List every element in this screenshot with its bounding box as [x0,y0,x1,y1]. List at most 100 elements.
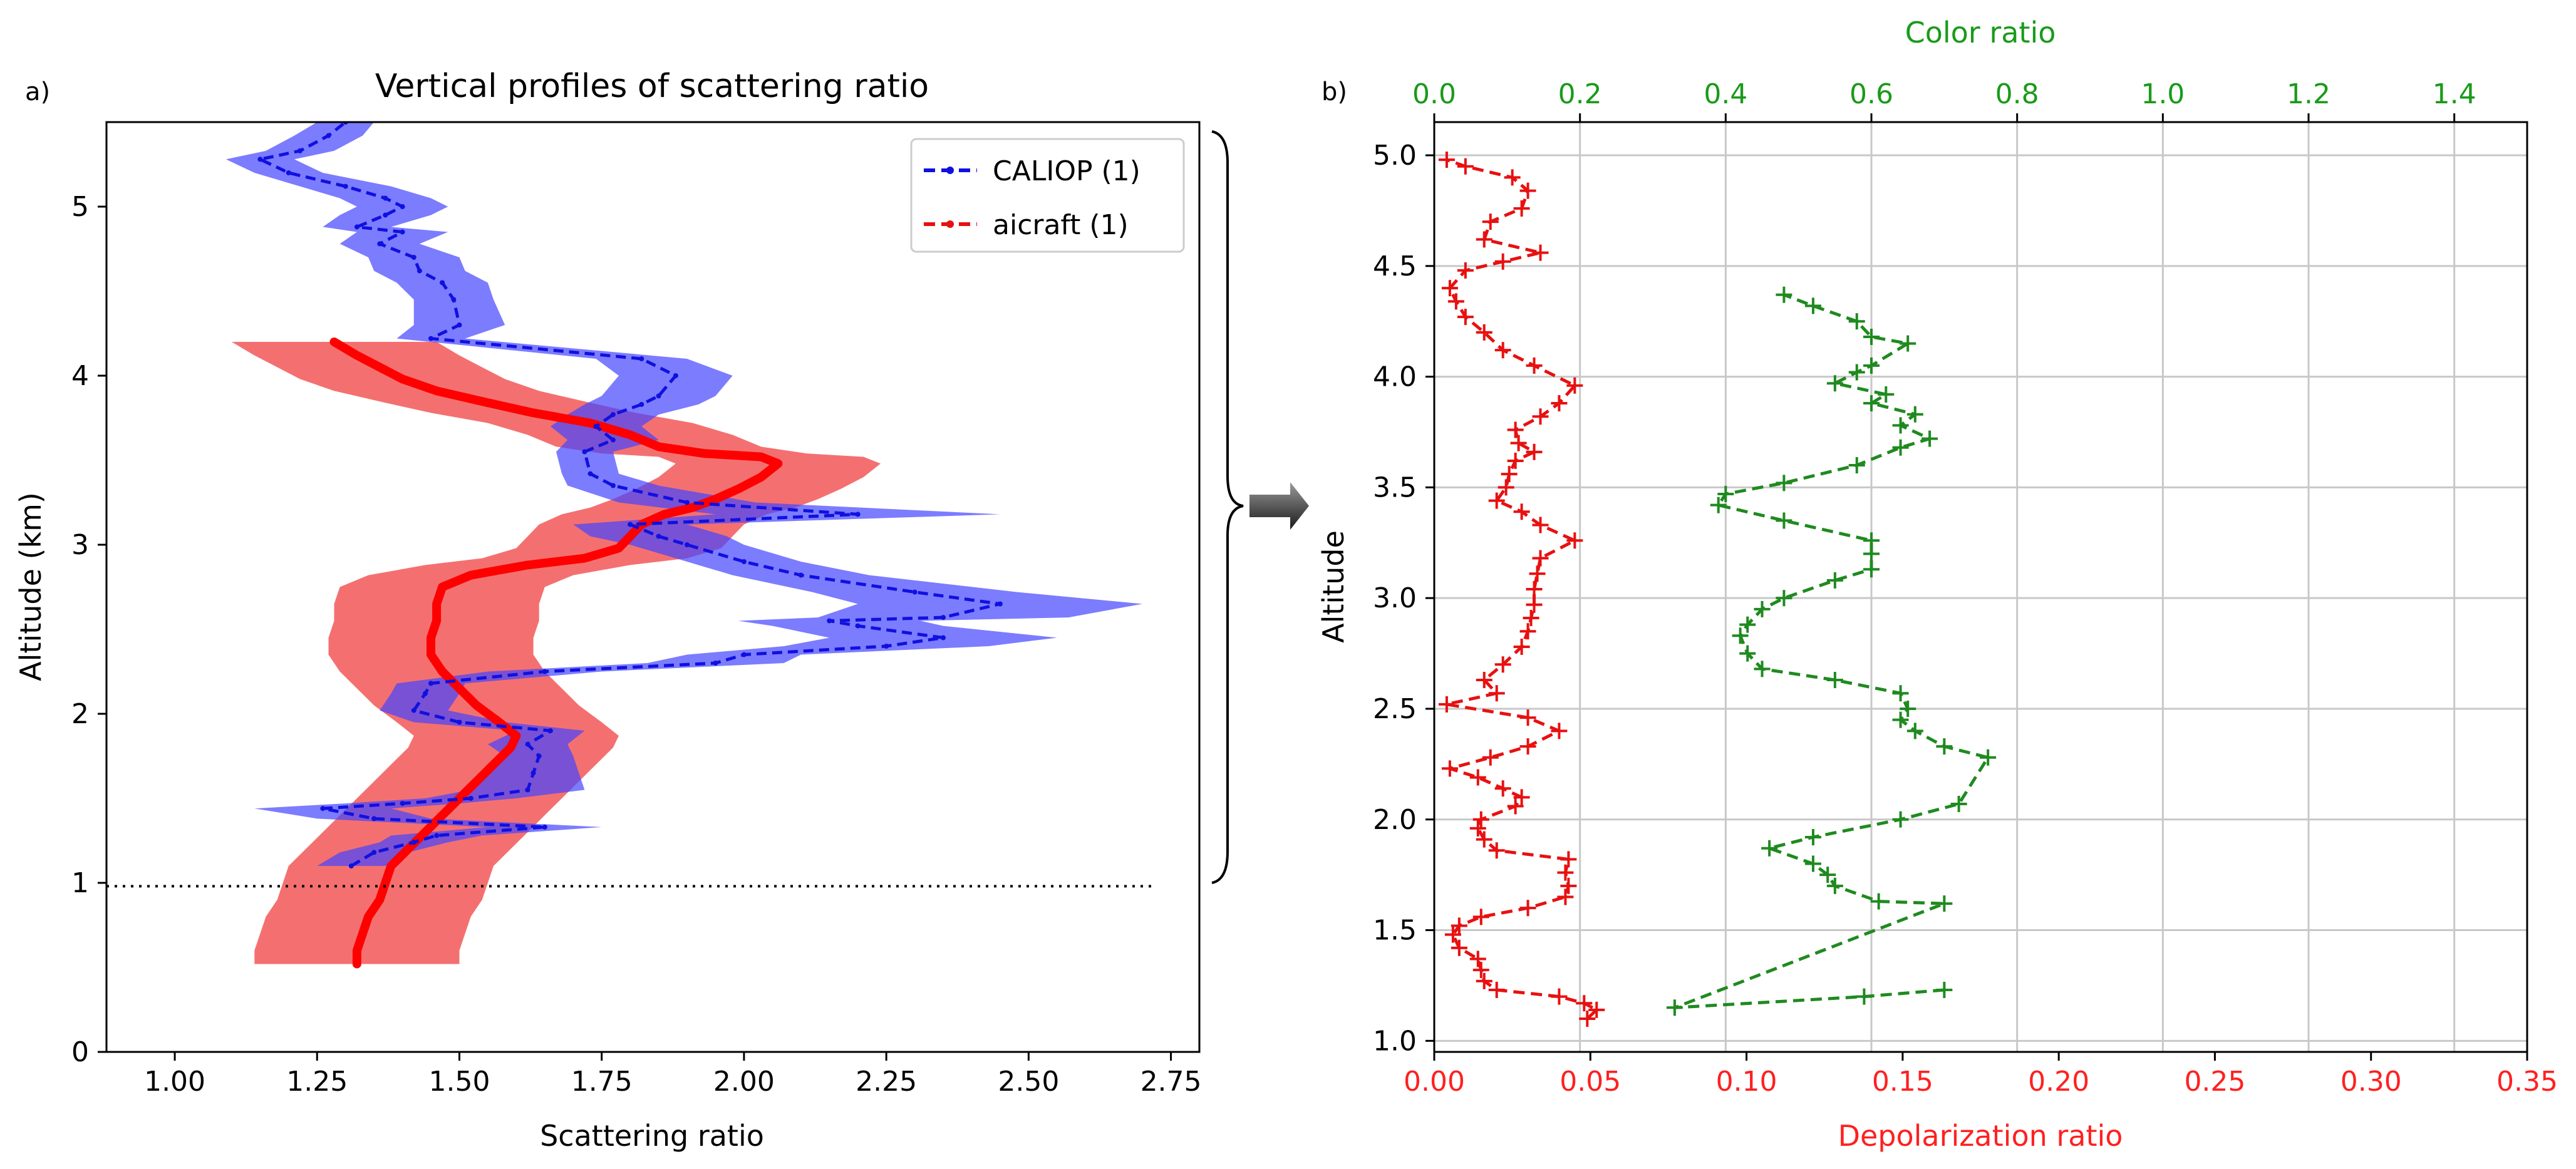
caliop-point [326,133,331,138]
panel-b-label: b) [1322,78,1347,106]
caliop-point [383,212,388,218]
depolarization-point [1507,798,1524,815]
color-ratio-point [1848,313,1865,330]
color-ratio-point [1936,895,1953,912]
depolarization-point [1560,877,1577,894]
depolarization-point [1488,982,1505,998]
depolarization-point [1507,421,1524,438]
b-xtick-label: 0.15 [1872,1066,1933,1098]
b-x2tick-label: 0.0 [1412,78,1456,110]
caliop-point [656,533,661,539]
depolarization-point [1457,262,1474,279]
caliop-point [798,572,804,578]
caliop-point [673,373,678,378]
color-ratio-point [1717,486,1734,502]
b-ytick-label: 4.0 [1373,361,1417,393]
caliop-point [457,719,462,725]
depolarization-point [1566,532,1583,549]
depolarization-point [1469,950,1486,967]
a-xtick-label: 1.00 [144,1066,205,1098]
caliop-point [997,601,1003,607]
caliop-point [257,157,263,162]
caliop-point [741,652,747,657]
color-ratio-point [1900,700,1916,717]
color-ratio-point [1776,512,1792,529]
depolarization-point [1519,182,1536,199]
color-ratio-point [1892,811,1909,828]
color-ratio-point [1936,982,1953,998]
panel-b: b) 0.00 0.05 0.10 0.15 0.20 0.25 0.30 0.35 0.0 0… [1316,16,2558,1153]
caliop-point [593,424,599,429]
caliop-point [400,801,405,806]
color-ratio-point [1892,711,1909,728]
caliop-point [343,183,348,189]
depolarization-point [1494,780,1511,797]
b-ytick-label: 1.5 [1373,915,1417,947]
caliop-point [639,401,644,407]
caliop-point [536,753,542,759]
b-ytick-label: 2.5 [1373,693,1417,725]
caliop-point [542,824,547,830]
depolarization-point [1457,309,1474,326]
color-ratio-point [1710,497,1727,513]
caliop-point [827,618,832,624]
color-ratio-point [1863,395,1880,412]
caliop-point [468,796,473,801]
legend-caliop-marker [946,167,954,174]
caliop-point [423,691,428,696]
depolarization-point [1494,253,1511,270]
depolarization-point [1532,244,1549,261]
caliop-point [354,224,360,230]
b-xtick-label: 0.30 [2341,1066,2402,1098]
caliop-point [941,635,946,641]
color-ratio-point [1878,386,1895,403]
color-ratio-point [1776,590,1792,607]
depolarization-point [1523,610,1539,626]
legend-box [910,138,1185,253]
b-x2tick-label: 0.6 [1849,78,1893,110]
depolarization-point [1476,231,1492,248]
legend-caliop-label: CALIOP (1) [993,155,1141,187]
color-ratio-point [1776,475,1792,492]
arrow-icon [1249,482,1309,530]
caliop-point [428,681,433,686]
b-x2tick-label: 0.2 [1558,78,1602,110]
depolarization-point [1519,623,1536,640]
caliop-point [587,471,593,476]
color-ratio-line [1673,293,1990,1009]
caliop-point [428,336,433,341]
color-ratio-point [1732,627,1749,644]
caliop-point [371,850,377,855]
depolarization-point [1482,214,1499,230]
depolarization-point [1441,280,1458,297]
depolarization-point [1494,656,1511,673]
depolarization-point [1513,789,1530,806]
depolarization-point [1472,909,1489,925]
depolarization-point [1444,926,1461,943]
depolarization-point [1576,995,1593,1012]
b-x2tick-label: 1.2 [2287,78,2330,110]
depolarization-point [1476,672,1492,688]
depolarization-point [1566,377,1583,394]
color-ratio-point [1826,375,1843,392]
legend-aircraft-label: aicraft (1) [993,209,1129,241]
a-xtick-label: 2.00 [713,1066,775,1098]
caliop-point [440,280,445,286]
caliop-point [582,449,587,455]
caliop-point [525,787,530,793]
color-ratio-point [1922,430,1938,447]
b-xtick-label: 0.20 [2028,1066,2089,1098]
depolarization-point [1476,831,1492,848]
color-ratio-point [1739,645,1756,662]
depolarization-point [1497,479,1514,496]
a-xlabel: Scattering ratio [540,1119,764,1153]
b-x2tick-label: 0.8 [1995,78,2039,110]
color-ratio-point [1761,840,1778,857]
depolarization-point [1526,581,1543,598]
depolarization-point [1438,152,1455,168]
caliop-point [530,770,536,776]
depolarization-point [1507,452,1524,469]
curly-brace [1211,130,1244,884]
plot-b-frame [1433,121,2528,1053]
